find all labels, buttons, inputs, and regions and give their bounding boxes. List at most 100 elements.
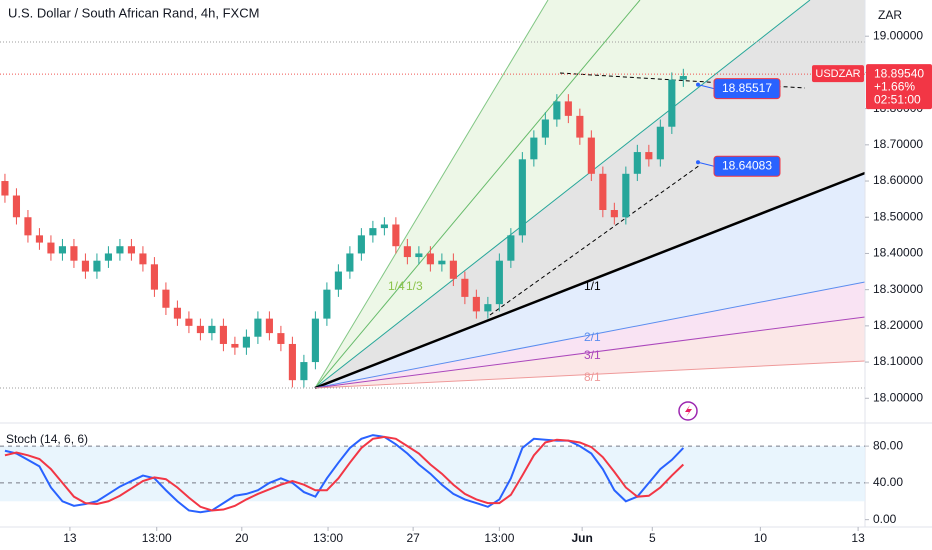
fan-line bbox=[314, 281, 866, 389]
candle-body bbox=[622, 173, 630, 218]
candle-body bbox=[369, 228, 377, 236]
fan-label: 1/4 bbox=[388, 279, 405, 293]
candle-body bbox=[162, 289, 170, 308]
y-tick-label: 18.50000 bbox=[873, 209, 923, 223]
candle-body bbox=[357, 235, 365, 254]
candle-body bbox=[484, 304, 492, 312]
x-tick-label: 13:00 bbox=[142, 531, 172, 545]
candle-body bbox=[196, 325, 204, 334]
candle-body bbox=[265, 318, 273, 334]
candle-body bbox=[150, 264, 158, 290]
annotation-pointer bbox=[697, 84, 715, 90]
y-tick-label: 18.20000 bbox=[873, 318, 923, 332]
fan-line bbox=[314, 0, 811, 389]
candle-body bbox=[47, 242, 55, 254]
fan-line bbox=[314, 0, 641, 389]
candle-body bbox=[668, 79, 676, 127]
x-tick-label: 20 bbox=[235, 531, 249, 545]
change: +1.66% bbox=[874, 79, 915, 93]
candle-body bbox=[35, 235, 44, 243]
y-tick-label: 40.00 bbox=[873, 475, 903, 489]
y-tick-label: 19.00000 bbox=[873, 28, 923, 42]
x-tick-label: Jun bbox=[571, 531, 592, 545]
candle-body bbox=[610, 210, 618, 218]
candle-body bbox=[553, 101, 561, 120]
annotation-box bbox=[713, 155, 781, 177]
candle-body bbox=[219, 325, 227, 344]
candle-body bbox=[70, 246, 78, 261]
chart-title: U.S. Dollar / South African Rand, 4h, FX… bbox=[8, 5, 259, 20]
candle-body bbox=[461, 278, 469, 297]
countdown: 02:51:00 bbox=[874, 92, 921, 106]
candle-body bbox=[530, 137, 538, 160]
candle-body bbox=[392, 224, 400, 247]
y-tick-label: 0.00 bbox=[873, 512, 897, 526]
fan-label: 8/1 bbox=[584, 370, 601, 384]
candle-body bbox=[58, 246, 66, 254]
candles bbox=[1, 68, 687, 388]
candle-body bbox=[323, 289, 331, 319]
candle-body bbox=[173, 307, 181, 319]
annotation-label: 18.64083 bbox=[722, 158, 772, 172]
candle-body bbox=[449, 260, 457, 279]
x-tick-label: 5 bbox=[649, 531, 656, 545]
candle-body bbox=[208, 325, 216, 334]
candle-body bbox=[380, 224, 388, 229]
candle-body bbox=[185, 318, 193, 326]
fan-line bbox=[314, 0, 549, 389]
candle-body bbox=[346, 253, 354, 272]
candle-body bbox=[403, 246, 411, 258]
y-tick-label: 18.10000 bbox=[873, 354, 923, 368]
alert-icon bbox=[685, 405, 692, 417]
y-tick-label: 80.00 bbox=[873, 438, 903, 452]
y-tick-label: 18.30000 bbox=[873, 282, 923, 296]
candle-body bbox=[334, 271, 342, 290]
candle-body bbox=[564, 101, 572, 116]
annotation-pointer bbox=[697, 161, 715, 167]
candle-body bbox=[12, 195, 21, 218]
fan-label: 3/1 bbox=[584, 348, 601, 362]
fan-line bbox=[314, 316, 866, 389]
stoch-line bbox=[4, 435, 685, 512]
fan-label: 2/1 bbox=[584, 330, 601, 344]
candle-body bbox=[288, 343, 296, 381]
candle-body bbox=[104, 253, 112, 261]
candle-body bbox=[438, 260, 446, 265]
currency[interactable]: ZAR bbox=[878, 8, 902, 22]
candle-body bbox=[277, 333, 285, 344]
stoch-band bbox=[0, 446, 865, 502]
candle-body bbox=[311, 318, 319, 363]
candle-body bbox=[472, 296, 480, 312]
candle-body bbox=[656, 126, 664, 160]
annotation-box bbox=[713, 78, 781, 100]
symbol-badge bbox=[812, 65, 864, 83]
candle-body bbox=[576, 115, 584, 138]
candle-body bbox=[139, 253, 147, 265]
candle-body bbox=[116, 246, 124, 254]
fan-line bbox=[314, 360, 866, 389]
candle-body bbox=[1, 181, 9, 196]
x-tick-label: 13 bbox=[63, 531, 77, 545]
indicator-title: Stoch (14, 6, 6) bbox=[6, 432, 88, 446]
candle-body bbox=[127, 246, 135, 254]
candle-body bbox=[300, 362, 308, 381]
x-tick-label: 13:00 bbox=[484, 531, 514, 545]
fan-label: 1/3 bbox=[406, 279, 423, 293]
y-tick-label: 18.00000 bbox=[873, 390, 923, 404]
candle-body bbox=[415, 253, 423, 258]
candle-body bbox=[599, 173, 607, 210]
candle-body bbox=[518, 159, 526, 236]
candle-body bbox=[426, 253, 434, 265]
annotation-label: 18.85517 bbox=[722, 81, 772, 95]
y-tick-label: 18.60000 bbox=[873, 173, 923, 187]
trend-line bbox=[489, 164, 701, 316]
last-price: 18.89540 bbox=[874, 66, 924, 80]
x-tick-label: 10 bbox=[754, 531, 768, 545]
y-tick-label: 18.40000 bbox=[873, 246, 923, 260]
candle-body bbox=[231, 343, 239, 348]
x-tick-label: 13 bbox=[851, 531, 865, 545]
y-tick-label: 18.70000 bbox=[873, 137, 923, 151]
candle-body bbox=[587, 137, 595, 174]
fan-line bbox=[314, 171, 866, 390]
